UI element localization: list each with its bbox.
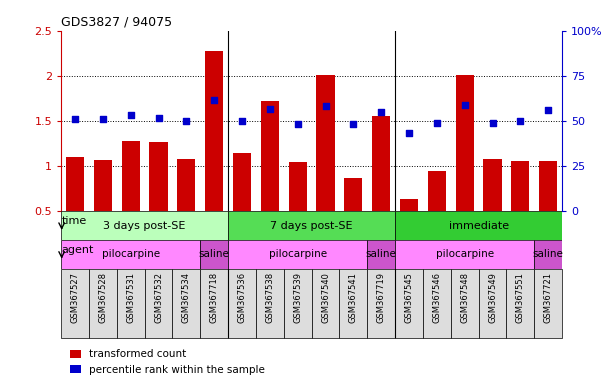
Bar (395, 269, 423, 338)
Bar (478, 269, 507, 338)
Text: GDS3827 / 94075: GDS3827 / 94075 (61, 15, 172, 28)
Text: GSM367548: GSM367548 (460, 272, 469, 323)
Text: GSM367527: GSM367527 (70, 272, 79, 323)
Point (404, 130, 414, 136)
Bar (507, 269, 534, 338)
Text: GSM367532: GSM367532 (154, 272, 163, 323)
Text: saline: saline (366, 249, 397, 260)
Bar (261, 101, 279, 211)
Text: 7 days post-SE: 7 days post-SE (270, 220, 353, 231)
Point (460, 102, 470, 108)
Text: GSM367541: GSM367541 (349, 272, 358, 323)
Bar (395, 240, 534, 269)
Point (432, 120, 442, 126)
Bar (372, 116, 390, 211)
Bar (345, 178, 362, 211)
Point (210, 97, 219, 103)
Text: GSM367549: GSM367549 (488, 272, 497, 323)
Text: GSM367545: GSM367545 (404, 272, 414, 323)
Point (237, 118, 247, 124)
Point (516, 118, 525, 124)
Text: pilocarpine: pilocarpine (436, 249, 494, 260)
Bar (117, 269, 145, 338)
Text: GSM367719: GSM367719 (377, 272, 386, 323)
Point (321, 103, 331, 109)
Text: GSM367721: GSM367721 (544, 272, 553, 323)
Text: pilocarpine: pilocarpine (269, 249, 327, 260)
Bar (89, 269, 117, 338)
Bar (200, 240, 228, 269)
Text: GSM367538: GSM367538 (265, 272, 274, 323)
Bar (122, 141, 140, 211)
Bar (423, 269, 451, 338)
Bar (534, 240, 562, 269)
Bar (316, 75, 335, 211)
Point (376, 109, 386, 115)
Bar (284, 269, 312, 338)
Text: pilocarpine: pilocarpine (101, 249, 159, 260)
Bar (256, 269, 284, 338)
Point (543, 107, 553, 113)
Bar (428, 170, 446, 211)
Bar (94, 160, 112, 211)
Bar (66, 157, 84, 211)
Text: 3 days post-SE: 3 days post-SE (103, 220, 186, 231)
Point (265, 106, 275, 112)
Text: GSM367551: GSM367551 (516, 272, 525, 323)
Text: saline: saline (199, 249, 230, 260)
Bar (177, 159, 196, 211)
Bar (340, 269, 367, 338)
Bar (205, 51, 223, 211)
Bar (539, 161, 557, 211)
Bar (61, 240, 200, 269)
Bar (228, 211, 395, 240)
Text: saline: saline (533, 249, 563, 260)
Bar (395, 211, 562, 240)
Point (126, 112, 136, 118)
Point (293, 121, 302, 127)
Bar (61, 211, 228, 240)
Bar (233, 154, 251, 211)
Bar (534, 269, 562, 338)
Legend: transformed count, percentile rank within the sample: transformed count, percentile rank withi… (67, 345, 269, 379)
Point (181, 118, 191, 124)
Text: GSM367534: GSM367534 (182, 272, 191, 323)
Bar (172, 269, 200, 338)
Bar (228, 240, 367, 269)
Bar (312, 269, 340, 338)
Text: GSM367546: GSM367546 (433, 272, 441, 323)
Bar (483, 159, 502, 211)
Point (98, 116, 108, 122)
Text: immediate: immediate (448, 220, 509, 231)
Bar (61, 269, 89, 338)
Bar (288, 162, 307, 211)
Bar (200, 269, 228, 338)
Text: time: time (62, 216, 87, 226)
Text: GSM367531: GSM367531 (126, 272, 135, 323)
Bar (451, 269, 478, 338)
Text: agent: agent (62, 245, 94, 255)
Bar (400, 199, 418, 211)
Text: GSM367540: GSM367540 (321, 272, 330, 323)
Bar (145, 269, 172, 338)
Text: GSM367528: GSM367528 (98, 272, 108, 323)
Text: GSM367536: GSM367536 (238, 272, 246, 323)
Bar (228, 269, 256, 338)
Point (153, 115, 163, 121)
Point (488, 120, 497, 126)
Point (348, 121, 358, 127)
Bar (367, 240, 395, 269)
Bar (456, 75, 474, 211)
Text: GSM367718: GSM367718 (210, 272, 219, 323)
Point (70, 116, 80, 122)
Bar (367, 269, 395, 338)
Bar (150, 142, 167, 211)
Text: GSM367539: GSM367539 (293, 272, 302, 323)
Bar (511, 161, 529, 211)
